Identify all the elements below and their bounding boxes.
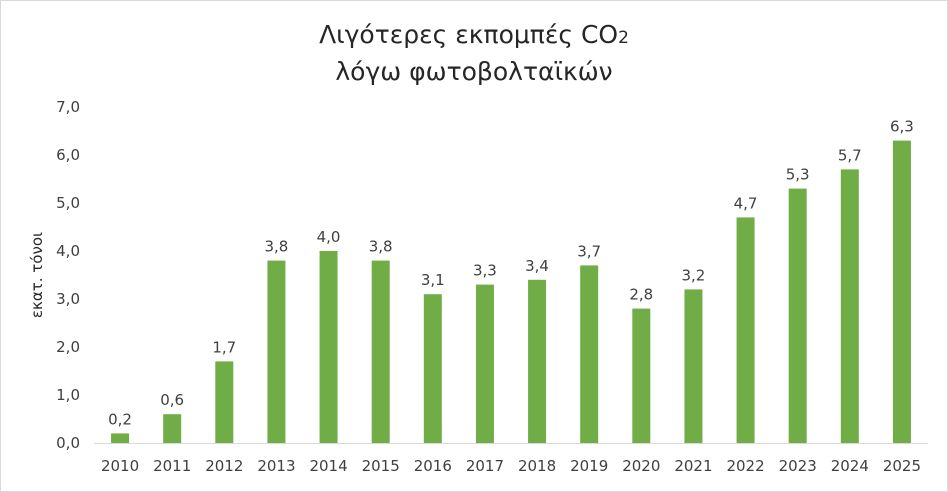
x-tick-label: 2015 [362,457,400,475]
bar [475,284,494,443]
y-axis: 0,0 1,0 2,0 3,0 4,0 5,0 6,0 7,0 [56,98,80,452]
x-axis: 2010 2011 2012 2013 2014 2015 2016 2017 2018 2019… [94,443,928,475]
y-axis-label: εκατ. τόνοι [28,232,46,318]
x-tick-label: 2018 [518,457,556,475]
bar [788,188,807,443]
x-tick-label: 2017 [466,457,504,475]
y-tick-label: 1,0 [56,386,80,404]
bar [319,251,338,443]
data-label: 3,4 [525,257,549,275]
bar [580,265,599,443]
bar [528,279,547,443]
x-tick-label: 2024 [831,457,869,475]
bar [267,260,286,443]
x-tick-label: 2012 [205,457,243,475]
data-label: 0,6 [160,391,184,409]
bar [632,308,651,443]
data-label: 0,2 [108,410,132,428]
bar [684,289,703,443]
x-tick-label: 2019 [570,457,608,475]
x-tick-label: 2013 [257,457,295,475]
data-label: 3,8 [369,238,393,256]
y-tick-label: 4,0 [56,242,80,260]
data-label: 2,8 [629,286,653,304]
data-label: 5,3 [786,166,810,184]
y-tick-label: 0,0 [56,434,80,452]
bars [111,140,911,443]
bar [111,433,130,443]
bar [163,414,182,443]
chart-title-line-2: λόγω φωτοβολταϊκών [335,57,613,86]
x-tick-label: 2020 [622,457,660,475]
x-tick-label: 2010 [101,457,139,475]
y-tick-label: 7,0 [56,98,80,116]
chart-title-subscript: 2 [618,28,629,48]
x-tick-label: 2021 [674,457,712,475]
chart-title-main: Λιγότερες εκπομπές CO [319,20,619,49]
bar [371,260,390,443]
data-label: 3,8 [265,238,289,256]
chart-title-line-1: Λιγότερες εκπομπές CO2 [0,18,948,55]
x-tick-label: 2016 [414,457,452,475]
y-tick-label: 2,0 [56,338,80,356]
data-label: 3,1 [421,271,445,289]
bar [840,169,859,443]
y-tick-label: 3,0 [56,290,80,308]
x-tick-label: 2014 [309,457,347,475]
x-tick-label: 2011 [153,457,191,475]
data-labels: 0,2 0,6 1,7 3,8 4,0 3,8 3,1 3,3 3,4 3,7 2,8 3,2 4,7 5… [108,118,914,429]
chart-title: Λιγότερες εκπομπές CO2 λόγω φωτοβολταϊκώ… [0,18,948,89]
data-label: 3,7 [577,242,601,260]
data-label: 3,2 [682,266,706,284]
data-label: 4,0 [317,228,341,246]
data-label: 5,7 [838,146,862,164]
bar [892,140,911,443]
data-label: 6,3 [890,118,914,136]
x-tick-label: 2023 [779,457,817,475]
y-tick-label: 6,0 [56,146,80,164]
bar [423,294,442,443]
x-tick-label: 2025 [883,457,921,475]
bar [736,217,755,443]
data-label: 3,3 [473,262,497,280]
bar [215,361,234,443]
data-label: 4,7 [734,194,758,212]
x-tick-label: 2022 [726,457,764,475]
data-label: 1,7 [212,338,236,356]
y-tick-label: 5,0 [56,194,80,212]
